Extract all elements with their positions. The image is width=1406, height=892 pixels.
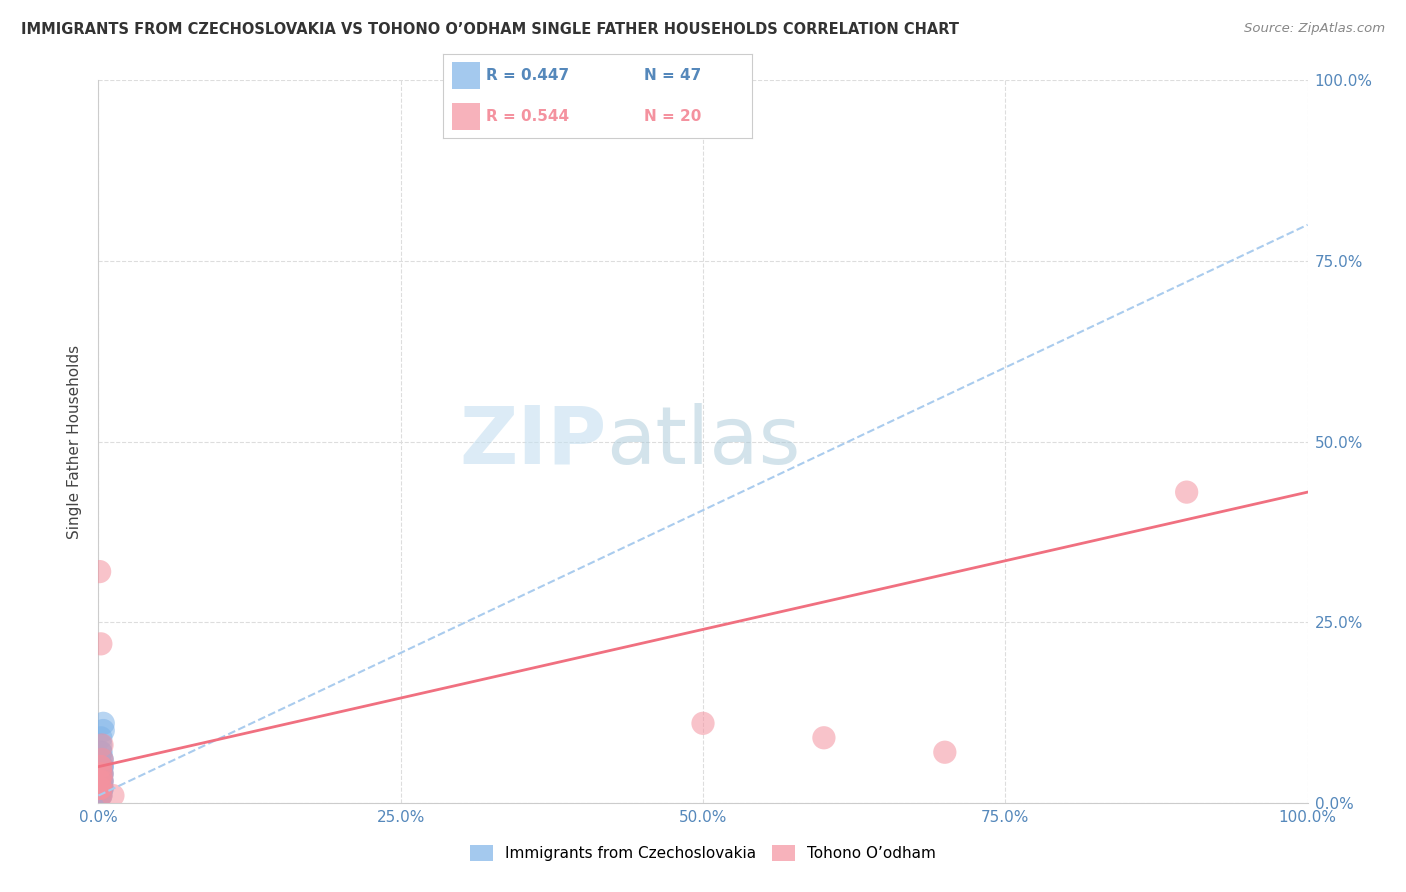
Point bbox=[91, 723, 114, 738]
Point bbox=[90, 789, 112, 803]
Point bbox=[90, 767, 112, 781]
Point bbox=[101, 789, 124, 803]
Point bbox=[89, 781, 111, 796]
Point bbox=[1175, 485, 1198, 500]
Point bbox=[89, 565, 111, 579]
Text: N = 47: N = 47 bbox=[644, 68, 702, 83]
Point bbox=[90, 781, 112, 796]
Bar bbox=[453, 103, 479, 130]
Point bbox=[91, 781, 114, 796]
Point bbox=[91, 774, 114, 789]
Point bbox=[91, 774, 114, 789]
Point bbox=[91, 781, 114, 796]
Point bbox=[90, 767, 112, 781]
Text: R = 0.447: R = 0.447 bbox=[486, 68, 569, 83]
Point bbox=[90, 774, 112, 789]
Point bbox=[90, 760, 112, 774]
Text: Source: ZipAtlas.com: Source: ZipAtlas.com bbox=[1244, 22, 1385, 36]
Point bbox=[89, 781, 111, 796]
Point bbox=[89, 752, 111, 766]
Point bbox=[89, 774, 111, 789]
Point bbox=[90, 789, 112, 803]
Point bbox=[934, 745, 956, 759]
Point bbox=[89, 781, 111, 796]
Bar bbox=[453, 62, 479, 89]
Point bbox=[90, 738, 112, 752]
Point bbox=[91, 760, 114, 774]
Point bbox=[91, 781, 114, 796]
Point bbox=[90, 745, 112, 759]
Point bbox=[90, 760, 112, 774]
Text: ZIP: ZIP bbox=[458, 402, 606, 481]
Point bbox=[89, 774, 111, 789]
Point bbox=[90, 789, 112, 803]
Point bbox=[89, 789, 111, 803]
Point bbox=[90, 637, 112, 651]
Point bbox=[91, 752, 114, 766]
Point bbox=[91, 760, 114, 774]
Point bbox=[692, 716, 714, 731]
Point bbox=[90, 767, 112, 781]
Text: R = 0.544: R = 0.544 bbox=[486, 109, 569, 124]
Point bbox=[90, 774, 112, 789]
Point bbox=[90, 767, 112, 781]
Text: atlas: atlas bbox=[606, 402, 800, 481]
Point bbox=[90, 781, 112, 796]
Point bbox=[89, 789, 111, 803]
Point bbox=[813, 731, 835, 745]
Point bbox=[89, 789, 111, 803]
Point bbox=[89, 781, 111, 796]
Text: N = 20: N = 20 bbox=[644, 109, 702, 124]
Point bbox=[89, 789, 111, 803]
Point bbox=[89, 789, 111, 803]
Point bbox=[89, 781, 111, 796]
Point bbox=[89, 789, 111, 803]
Point bbox=[90, 745, 112, 759]
Point bbox=[89, 789, 111, 803]
Point bbox=[90, 767, 112, 781]
Point bbox=[91, 752, 114, 766]
Text: IMMIGRANTS FROM CZECHOSLOVAKIA VS TOHONO O’ODHAM SINGLE FATHER HOUSEHOLDS CORREL: IMMIGRANTS FROM CZECHOSLOVAKIA VS TOHONO… bbox=[21, 22, 959, 37]
Point bbox=[91, 767, 114, 781]
Point bbox=[91, 752, 114, 766]
Point bbox=[89, 774, 111, 789]
Point bbox=[91, 738, 114, 752]
Point bbox=[91, 767, 114, 781]
Y-axis label: Single Father Households: Single Father Households bbox=[67, 344, 83, 539]
Point bbox=[90, 774, 112, 789]
Point bbox=[91, 774, 114, 789]
Point bbox=[91, 716, 114, 731]
Point bbox=[89, 760, 111, 774]
Point bbox=[91, 760, 114, 774]
Point bbox=[90, 774, 112, 789]
Point bbox=[91, 767, 114, 781]
Point bbox=[89, 781, 111, 796]
Point bbox=[89, 774, 111, 789]
Point bbox=[90, 731, 112, 745]
Point bbox=[90, 781, 112, 796]
Legend: Immigrants from Czechoslovakia, Tohono O’odham: Immigrants from Czechoslovakia, Tohono O… bbox=[464, 839, 942, 867]
Point bbox=[90, 774, 112, 789]
Point bbox=[90, 781, 112, 796]
